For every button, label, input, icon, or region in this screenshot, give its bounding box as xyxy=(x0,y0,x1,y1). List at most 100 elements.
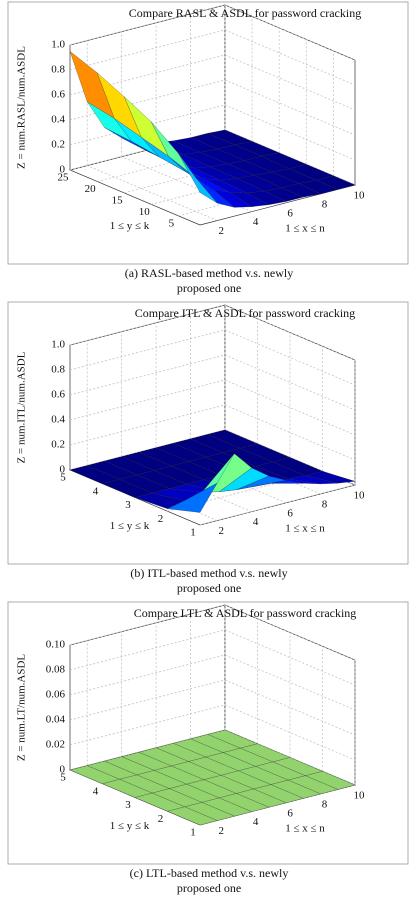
z-tick-label: 0.08 xyxy=(46,664,66,676)
x-tick-label: 2 xyxy=(218,825,224,837)
grid-line xyxy=(224,79,356,136)
grid-line xyxy=(224,329,356,386)
z-tick-label: 0.6 xyxy=(51,89,65,101)
z-tick-label: 0 xyxy=(60,464,66,476)
y-axis-label: 1 ≤ y ≤ k xyxy=(110,520,150,532)
grid-line xyxy=(224,4,356,61)
caption: proposed one xyxy=(177,281,241,295)
z-tick-label: 0 xyxy=(60,764,66,776)
panel: 2 4 6 8 10 5 10 15 20 250 0.2 0.4 0.6 0.8 1.0 Z = num.R… xyxy=(7,1,409,295)
z-tick-label: 0.4 xyxy=(51,414,65,426)
plot-frame xyxy=(7,601,409,865)
caption: proposed one xyxy=(177,581,241,595)
x-tick-label: 4 xyxy=(253,516,259,528)
grid-line xyxy=(69,379,226,421)
grid-line xyxy=(69,54,226,96)
grid-line xyxy=(224,404,356,461)
grid-line xyxy=(224,29,356,86)
z-axis-label: Z = num.ITL/num.ASDL xyxy=(16,351,28,463)
grid-line xyxy=(224,654,356,711)
x-tick-label: 2 xyxy=(218,225,224,237)
plot-frame xyxy=(7,301,409,565)
y-tick-label: 2 xyxy=(158,813,164,825)
surface-cell xyxy=(166,482,218,513)
chart-title: Compare LTL & ASDL for password cracking xyxy=(134,606,357,620)
z-tick-label: 1.0 xyxy=(51,339,65,351)
x-tick-label: 2 xyxy=(218,525,224,537)
z-tick-label: 0.8 xyxy=(51,64,65,76)
y-tick-label: 1 xyxy=(190,827,196,839)
caption: proposed one xyxy=(177,881,241,895)
x-tick-label: 10 xyxy=(354,490,366,502)
chart-title: Compare RASL & ASDL for password crackin… xyxy=(129,6,361,20)
grid-line xyxy=(121,156,252,212)
y-tick-label: 10 xyxy=(139,206,151,218)
y-tick-label: 2 xyxy=(158,513,164,525)
grid-line xyxy=(69,354,226,396)
grid-line xyxy=(69,4,226,46)
grid-line xyxy=(69,404,226,446)
x-tick-label: 8 xyxy=(322,498,328,510)
y-tick-label: 5 xyxy=(60,772,66,784)
y-tick-label: 1 xyxy=(190,527,196,539)
x-tick-label: 4 xyxy=(253,216,259,228)
z-tick-label: 0 xyxy=(60,164,66,176)
grid-line xyxy=(69,654,226,696)
y-tick-label: 15 xyxy=(112,194,124,206)
y-axis-label: 1 ≤ y ≤ k xyxy=(110,820,150,832)
y-tick-label: 5 xyxy=(60,472,66,484)
grid-line xyxy=(224,104,356,161)
z-tick-label: 1.0 xyxy=(51,39,65,51)
z-axis-label: Z = num.LT/num.ASDL xyxy=(16,654,28,762)
z-tick-label: 0.4 xyxy=(51,114,65,126)
grid-line xyxy=(69,604,226,646)
x-axis-label: 1 ≤ x ≤ n xyxy=(285,823,325,835)
grid-line xyxy=(224,379,356,436)
x-tick-label: 6 xyxy=(287,507,293,519)
caption: (c) LTL-based method v.s. newly xyxy=(130,866,289,880)
z-tick-label: 0.04 xyxy=(46,714,66,726)
caption: (a) RASL-based method v.s. newly xyxy=(125,266,294,280)
y-tick-label: 4 xyxy=(93,485,99,497)
grid-line xyxy=(224,679,356,736)
z-tick-label: 0.2 xyxy=(51,139,65,151)
plot-frame xyxy=(7,1,409,265)
grid-line xyxy=(224,304,356,361)
z-tick-label: 0.2 xyxy=(51,439,65,451)
grid-line xyxy=(224,704,356,761)
grid-line xyxy=(224,604,356,661)
x-axis-label: 1 ≤ x ≤ n xyxy=(285,223,325,235)
grid-line xyxy=(69,329,226,371)
z-tick-label: 0.6 xyxy=(51,389,65,401)
y-tick-label: 3 xyxy=(125,799,131,811)
z-tick-label: 0.8 xyxy=(51,364,65,376)
x-tick-label: 8 xyxy=(322,198,328,210)
x-tick-label: 8 xyxy=(322,798,328,810)
x-axis-label: 1 ≤ x ≤ n xyxy=(285,523,325,535)
grid-line xyxy=(69,704,226,746)
x-tick-label: 6 xyxy=(287,207,293,219)
surface-cell xyxy=(166,806,218,826)
z-tick-label: 0.02 xyxy=(46,739,65,751)
y-tick-label: 20 xyxy=(85,183,97,195)
y-tick-label: 3 xyxy=(125,499,131,511)
grid-line xyxy=(69,679,226,721)
z-axis-label: Z = num.RASL/num.ASDL xyxy=(16,46,28,169)
caption: (b) ITL-based method v.s. newly xyxy=(130,566,287,580)
x-tick-label: 4 xyxy=(253,816,259,828)
grid-line xyxy=(224,54,356,111)
grid-line xyxy=(87,165,218,221)
y-tick-label: 5 xyxy=(169,217,175,229)
grid-line xyxy=(224,629,356,686)
z-tick-label: 0.10 xyxy=(46,639,66,651)
grid-line xyxy=(69,79,226,121)
grid-line xyxy=(224,354,356,411)
chart-title: Compare ITL & ASDL for password cracking xyxy=(135,306,355,320)
y-tick-label: 4 xyxy=(93,785,99,797)
x-tick-label: 10 xyxy=(354,790,366,802)
grid-line xyxy=(69,304,226,346)
grid-line xyxy=(199,484,356,526)
